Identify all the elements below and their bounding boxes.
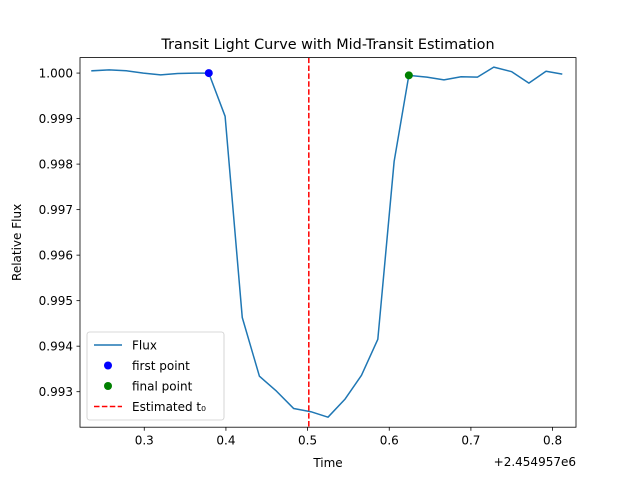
y-tick-label: 0.999 [39, 112, 73, 126]
plot-area [91, 57, 563, 428]
chart-title: Transit Light Curve with Mid-Transit Est… [160, 37, 494, 53]
legend-item: final point [104, 379, 193, 393]
x-axis-ticks: 0.3 0.4 0.5 0.6 0.7 0.8 [135, 427, 562, 448]
y-tick-label: 0.998 [39, 157, 73, 171]
y-axis-label: Relative Flux [10, 204, 24, 281]
y-tick-label: 1.000 [39, 66, 73, 80]
legend-label: Estimated t₀ [132, 400, 206, 414]
y-tick-label: 0.994 [39, 339, 73, 353]
legend-marker-swatch [104, 382, 112, 390]
plot-frame [79, 57, 577, 428]
x-tick-label: 0.7 [461, 434, 480, 448]
x-axis-offset-label: +2.454957e6 [494, 455, 576, 469]
legend-label: Flux [132, 338, 157, 352]
x-tick-label: 0.8 [543, 434, 562, 448]
x-tick-label: 0.3 [135, 434, 154, 448]
y-tick-label: 0.997 [39, 203, 73, 217]
legend-item: Estimated t₀ [94, 400, 206, 414]
y-tick-label: 0.993 [39, 385, 73, 399]
y-tick-label: 0.995 [39, 294, 73, 308]
legend-label: first point [132, 359, 190, 373]
y-tick-label: 0.996 [39, 248, 73, 262]
legend-label: final point [132, 379, 193, 393]
first-point-marker [204, 69, 213, 78]
y-axis-ticks: 0.993 0.994 0.995 0.996 0.997 0.998 0.999 1.000 [39, 66, 80, 399]
legend: Flux first point final point Estimated t₀ [86, 331, 225, 421]
x-tick-label: 0.4 [216, 434, 235, 448]
legend-box [86, 331, 225, 421]
final-point-marker [404, 71, 413, 80]
legend-item: first point [104, 359, 190, 373]
x-tick-label: 0.5 [298, 434, 317, 448]
x-tick-label: 0.6 [380, 434, 399, 448]
x-axis-label: Time [312, 456, 342, 470]
legend-item: Flux [94, 338, 157, 352]
flux-series-line [91, 66, 563, 418]
legend-marker-swatch [104, 361, 112, 370]
